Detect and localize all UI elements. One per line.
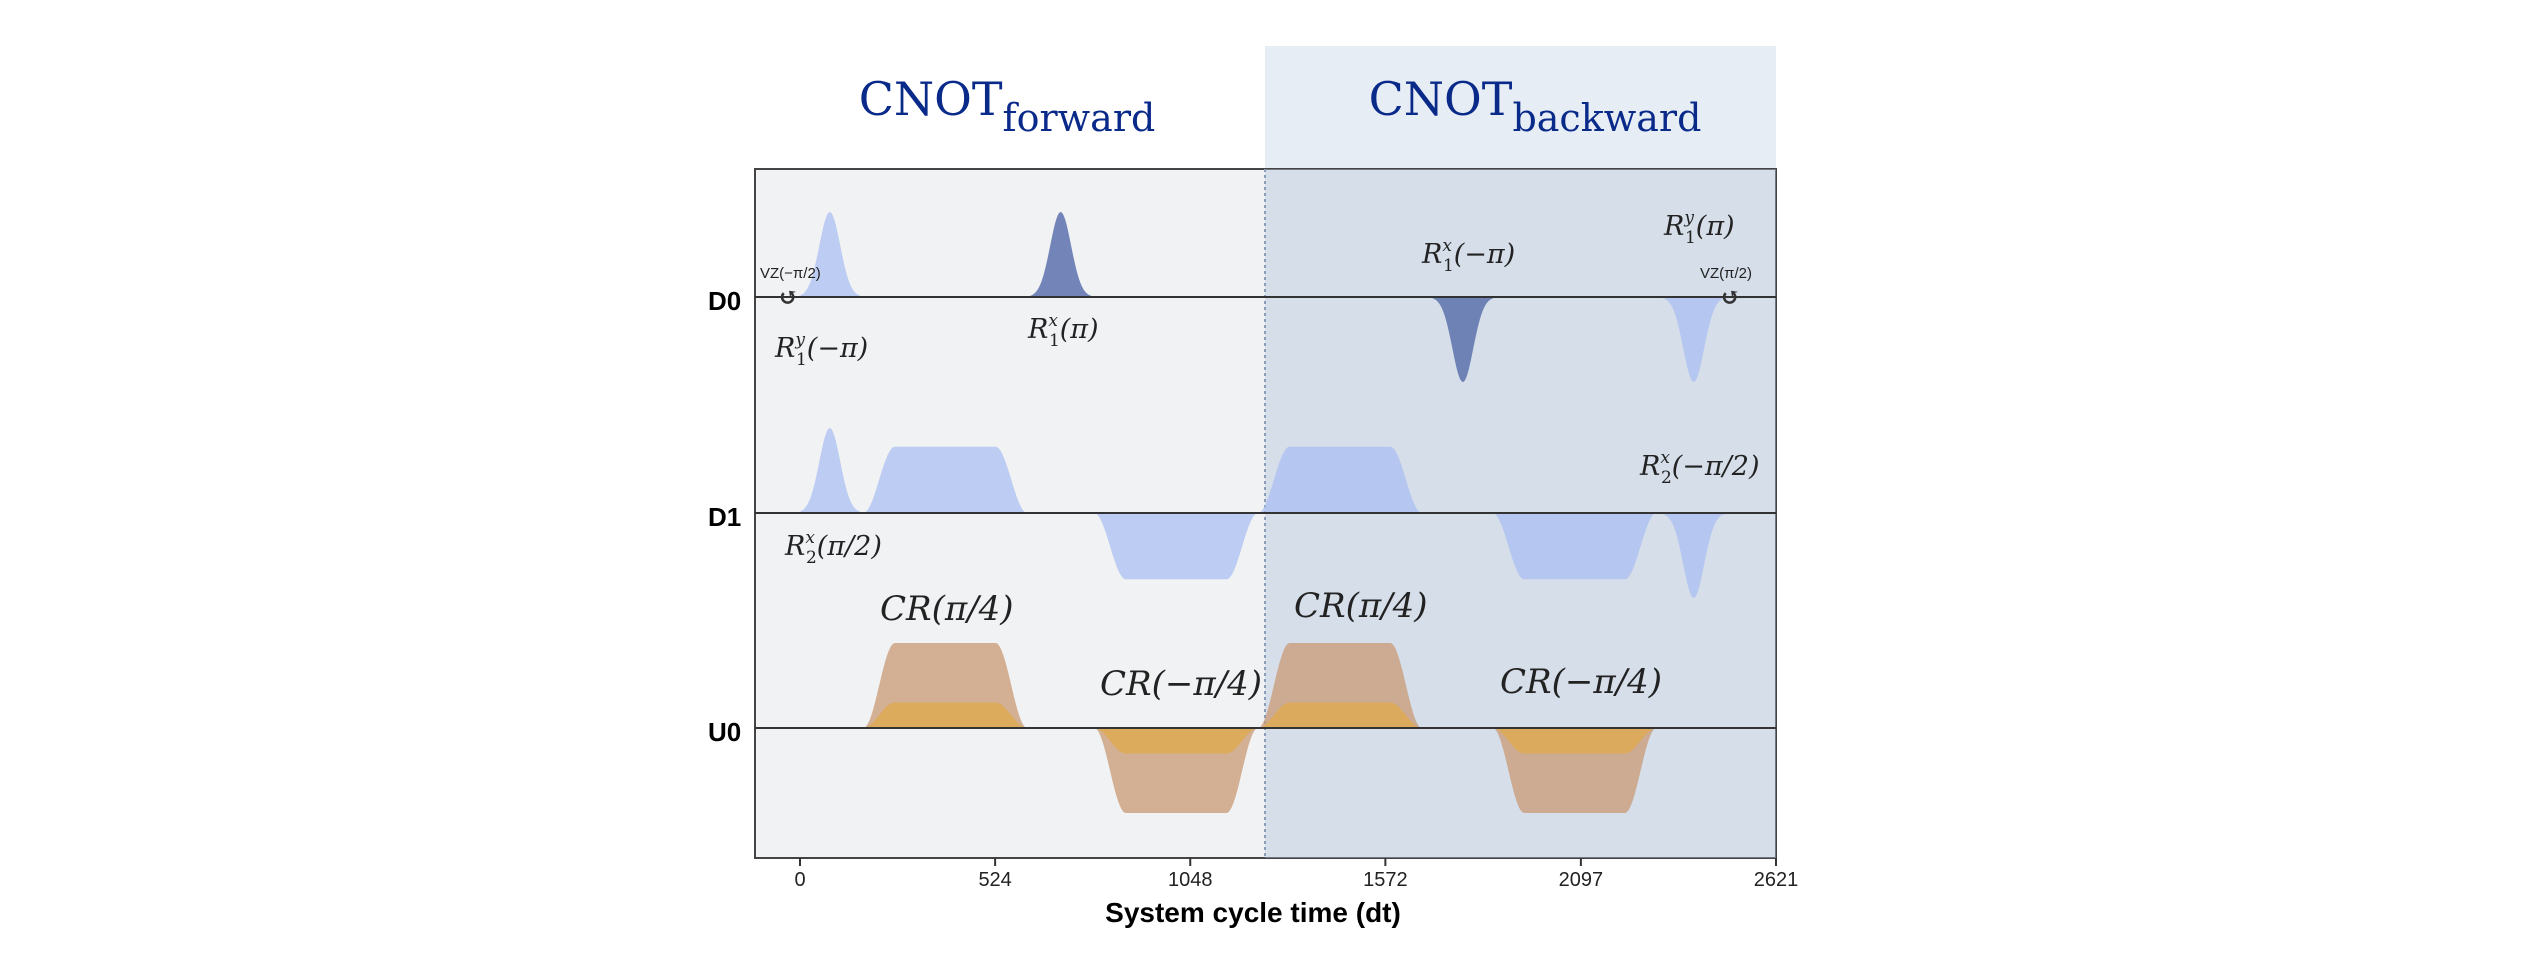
d1-pulse-0 xyxy=(794,428,866,513)
x-tick-label-4: 2097 xyxy=(1559,869,1604,891)
x-tick-label-5: 2621 xyxy=(1754,869,1799,891)
x-tick-label-1: 524 xyxy=(978,869,1011,891)
gate-arg: (−π/2) xyxy=(1672,451,1760,482)
gate-label-d0-ry-pi: Ry 1(π) xyxy=(1663,208,1735,248)
x-tick-label-2: 1048 xyxy=(1168,869,1213,891)
x-axis-ticks: 0 524 1048 1572 2097 2621 xyxy=(794,858,1798,891)
vz-label-right: VZ(π/2) xyxy=(1700,265,1752,282)
gate-sup: x xyxy=(1660,448,1670,468)
gate-label-cr-bwd-neg: CR(−π/4) xyxy=(1500,662,1662,702)
d1-pulse-4 xyxy=(1492,513,1657,580)
gate-sub: 2 xyxy=(806,548,817,568)
header-forward-main: CNOT xyxy=(859,72,1003,126)
d1-pulse-1 xyxy=(863,446,1028,513)
gate-sup: y xyxy=(794,330,805,350)
gate-label-d0-rx-pi: Rx 1(π) xyxy=(1027,311,1099,351)
gate-sub: 1 xyxy=(1443,256,1454,276)
gate-sub: 1 xyxy=(1049,331,1060,351)
header-backward-main: CNOT xyxy=(1369,72,1513,126)
gate-arg: (π/2) xyxy=(817,531,882,562)
d1-pulse-2 xyxy=(1094,513,1259,580)
gate-sub: 1 xyxy=(796,350,807,370)
d0-pulse-0 xyxy=(794,212,866,297)
d1-pulse-5 xyxy=(1658,513,1730,598)
gate-base: R xyxy=(1027,314,1048,345)
d0-pulse-2 xyxy=(1427,297,1499,382)
u0-pulse-5 xyxy=(1258,702,1422,728)
vz-arrow-right-icon: ↺ xyxy=(1720,282,1740,311)
gate-base: R xyxy=(774,333,795,364)
gate-label-d1-rx-neg-pi-2: Rx 2(−π/2) xyxy=(1639,448,1759,488)
gate-label-cr-fwd-pos: CR(π/4) xyxy=(880,589,1014,629)
u0-pulse-7 xyxy=(1492,728,1657,754)
x-axis-label: System cycle time (dt) xyxy=(1105,897,1401,928)
channel-label-d0: D0 xyxy=(708,286,741,316)
d1-pulse-3 xyxy=(1258,446,1422,513)
x-tick-label-0: 0 xyxy=(794,869,805,891)
vz-label-left: VZ(−π/2) xyxy=(760,265,821,282)
gate-label-cr-fwd-neg: CR(−π/4) xyxy=(1100,664,1262,704)
gate-sup: x xyxy=(805,528,815,548)
header-cnot-backward: CNOTbackward xyxy=(1369,72,1702,140)
d0-pulse-3 xyxy=(1658,297,1730,382)
gate-sub: 2 xyxy=(1661,468,1672,488)
d0-pulse-1 xyxy=(1025,212,1097,297)
pulse-layer xyxy=(794,212,1730,813)
header-forward-sub: forward xyxy=(1003,96,1156,140)
gate-arg: (π) xyxy=(1696,211,1735,242)
channel-label-d1: D1 xyxy=(708,502,741,532)
gate-arg: (−π) xyxy=(807,333,868,364)
u0-pulse-1 xyxy=(863,702,1028,728)
gate-arg: (π) xyxy=(1060,314,1099,345)
header-cnot-forward: CNOTforward xyxy=(859,72,1156,140)
channel-label-u0: U0 xyxy=(708,717,741,747)
gate-base: R xyxy=(1639,451,1660,482)
gate-sub: 1 xyxy=(1685,228,1696,248)
gate-base: R xyxy=(1663,211,1684,242)
gate-arg: (−π) xyxy=(1454,239,1515,270)
gate-label-cr-bwd-pos: CR(π/4) xyxy=(1294,586,1428,626)
gate-label-d0-ry-neg-pi: Ry 1(−π) xyxy=(774,330,868,370)
x-tick-label-3: 1572 xyxy=(1363,869,1408,891)
gate-base: R xyxy=(1421,239,1442,270)
header-backward-sub: backward xyxy=(1512,96,1701,140)
vz-arrow-left-icon: ↺ xyxy=(778,282,798,311)
u0-pulse-3 xyxy=(1094,728,1259,754)
gate-label-d0-rx-neg-pi: Rx 1(−π) xyxy=(1421,236,1515,276)
gate-base: R xyxy=(784,531,805,562)
gate-label-d1-rx-pi-2: Rx 2(π/2) xyxy=(784,528,882,568)
gate-sup: y xyxy=(1683,208,1694,228)
gate-sup: x xyxy=(1048,311,1058,331)
gate-sup: x xyxy=(1442,236,1452,256)
